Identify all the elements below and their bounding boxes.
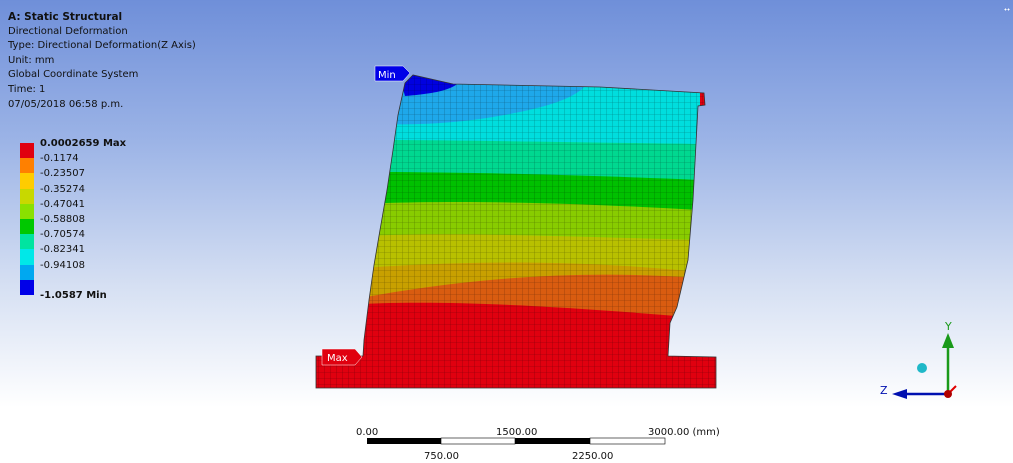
legend-min-value: -1.0587 Min <box>40 289 107 301</box>
result-time: Time: 1 <box>8 83 46 95</box>
max-tag-label: Max <box>327 353 348 364</box>
legend-value: -0.35274 <box>40 183 85 195</box>
legend-value: -0.94108 <box>40 259 85 271</box>
analysis-title: A: Static Structural <box>8 11 123 23</box>
legend-swatch[interactable] <box>20 249 34 265</box>
legend-swatch[interactable] <box>20 173 34 189</box>
min-probe-tag[interactable]: Min <box>374 65 411 82</box>
legend-swatch[interactable] <box>20 279 34 295</box>
legend-swatch[interactable] <box>20 188 34 204</box>
legend-value: -0.58808 <box>40 213 85 225</box>
legend-swatch[interactable] <box>20 264 34 280</box>
legend-value: 0.0002659 Max <box>40 138 127 149</box>
result-type: Type: Directional Deformation(Z Axis) <box>8 40 196 52</box>
legend-swatch[interactable] <box>20 218 34 235</box>
legend-value: -0.82341 <box>40 244 85 256</box>
legend-swatch[interactable] <box>20 203 34 219</box>
result-name: Directional Deformation <box>8 25 128 37</box>
result-date: 07/05/2018 06:58 p.m. <box>8 98 124 110</box>
legend-swatch[interactable] <box>20 158 34 174</box>
legend-swatch[interactable] <box>20 234 34 250</box>
coordinate-system: Global Coordinate System <box>8 69 139 81</box>
legend-swatch[interactable] <box>20 143 34 159</box>
result-info-panel: A: Static Structural Directional Deforma… <box>8 10 196 112</box>
max-probe-tag[interactable]: Max <box>321 348 363 366</box>
legend-value: -0.70574 <box>40 229 85 241</box>
legend-value: -0.23507 <box>40 168 85 180</box>
result-unit: Unit: mm <box>8 54 55 66</box>
z-axis-arrow-icon <box>892 389 907 399</box>
legend-value: -0.47041 <box>40 198 85 210</box>
deformed-body <box>316 75 716 388</box>
z-axis-label: Z <box>880 384 888 397</box>
legend-value: -0.1174 <box>40 153 79 165</box>
y-axis-arrow-icon <box>942 333 954 348</box>
coordinate-triad[interactable]: Y Z <box>880 320 957 399</box>
viewport-corner-marker-icon <box>1004 8 1010 11</box>
isometric-view-ball-icon[interactable] <box>917 363 927 373</box>
min-tag-label: Min <box>378 70 396 81</box>
y-axis-label: Y <box>944 320 952 333</box>
triad-origin-icon <box>944 390 952 398</box>
